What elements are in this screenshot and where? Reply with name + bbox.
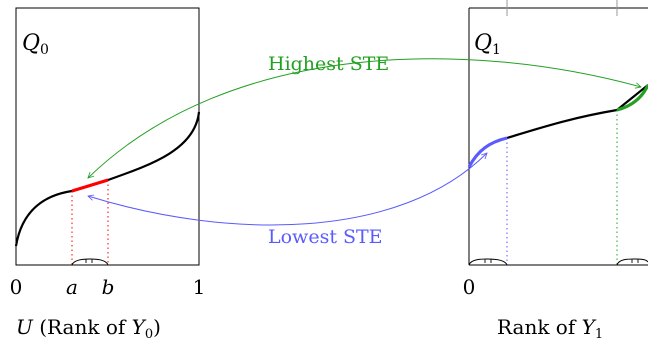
left-tick-1: 1 xyxy=(193,275,206,299)
left-tick-b: b xyxy=(102,275,115,299)
right-panel xyxy=(467,0,648,266)
right-xlabel: Rank of Y1 xyxy=(497,315,603,339)
left-xlabel: U (Rank of Y0) xyxy=(16,315,161,339)
lowest-ste-arrow xyxy=(88,153,487,226)
left-title: Q0 xyxy=(22,31,49,58)
left-highlight-segment xyxy=(71,178,109,193)
lowest-ste-label: Lowest STE xyxy=(268,226,383,248)
right-title: Q1 xyxy=(474,31,501,58)
highest-ste-arrow xyxy=(88,58,641,178)
left-tick-0: 0 xyxy=(10,275,23,299)
left-interval-brace xyxy=(71,258,109,266)
right-quantile-curve xyxy=(506,84,648,140)
right-interval-brace-low xyxy=(468,258,508,266)
right-lowest-segment xyxy=(467,136,508,168)
right-tick-0: 0 xyxy=(463,275,476,299)
right-interval-brace-high xyxy=(616,258,648,266)
left-tick-a: a xyxy=(66,275,78,299)
highest-ste-label: Highest STE xyxy=(268,53,389,75)
